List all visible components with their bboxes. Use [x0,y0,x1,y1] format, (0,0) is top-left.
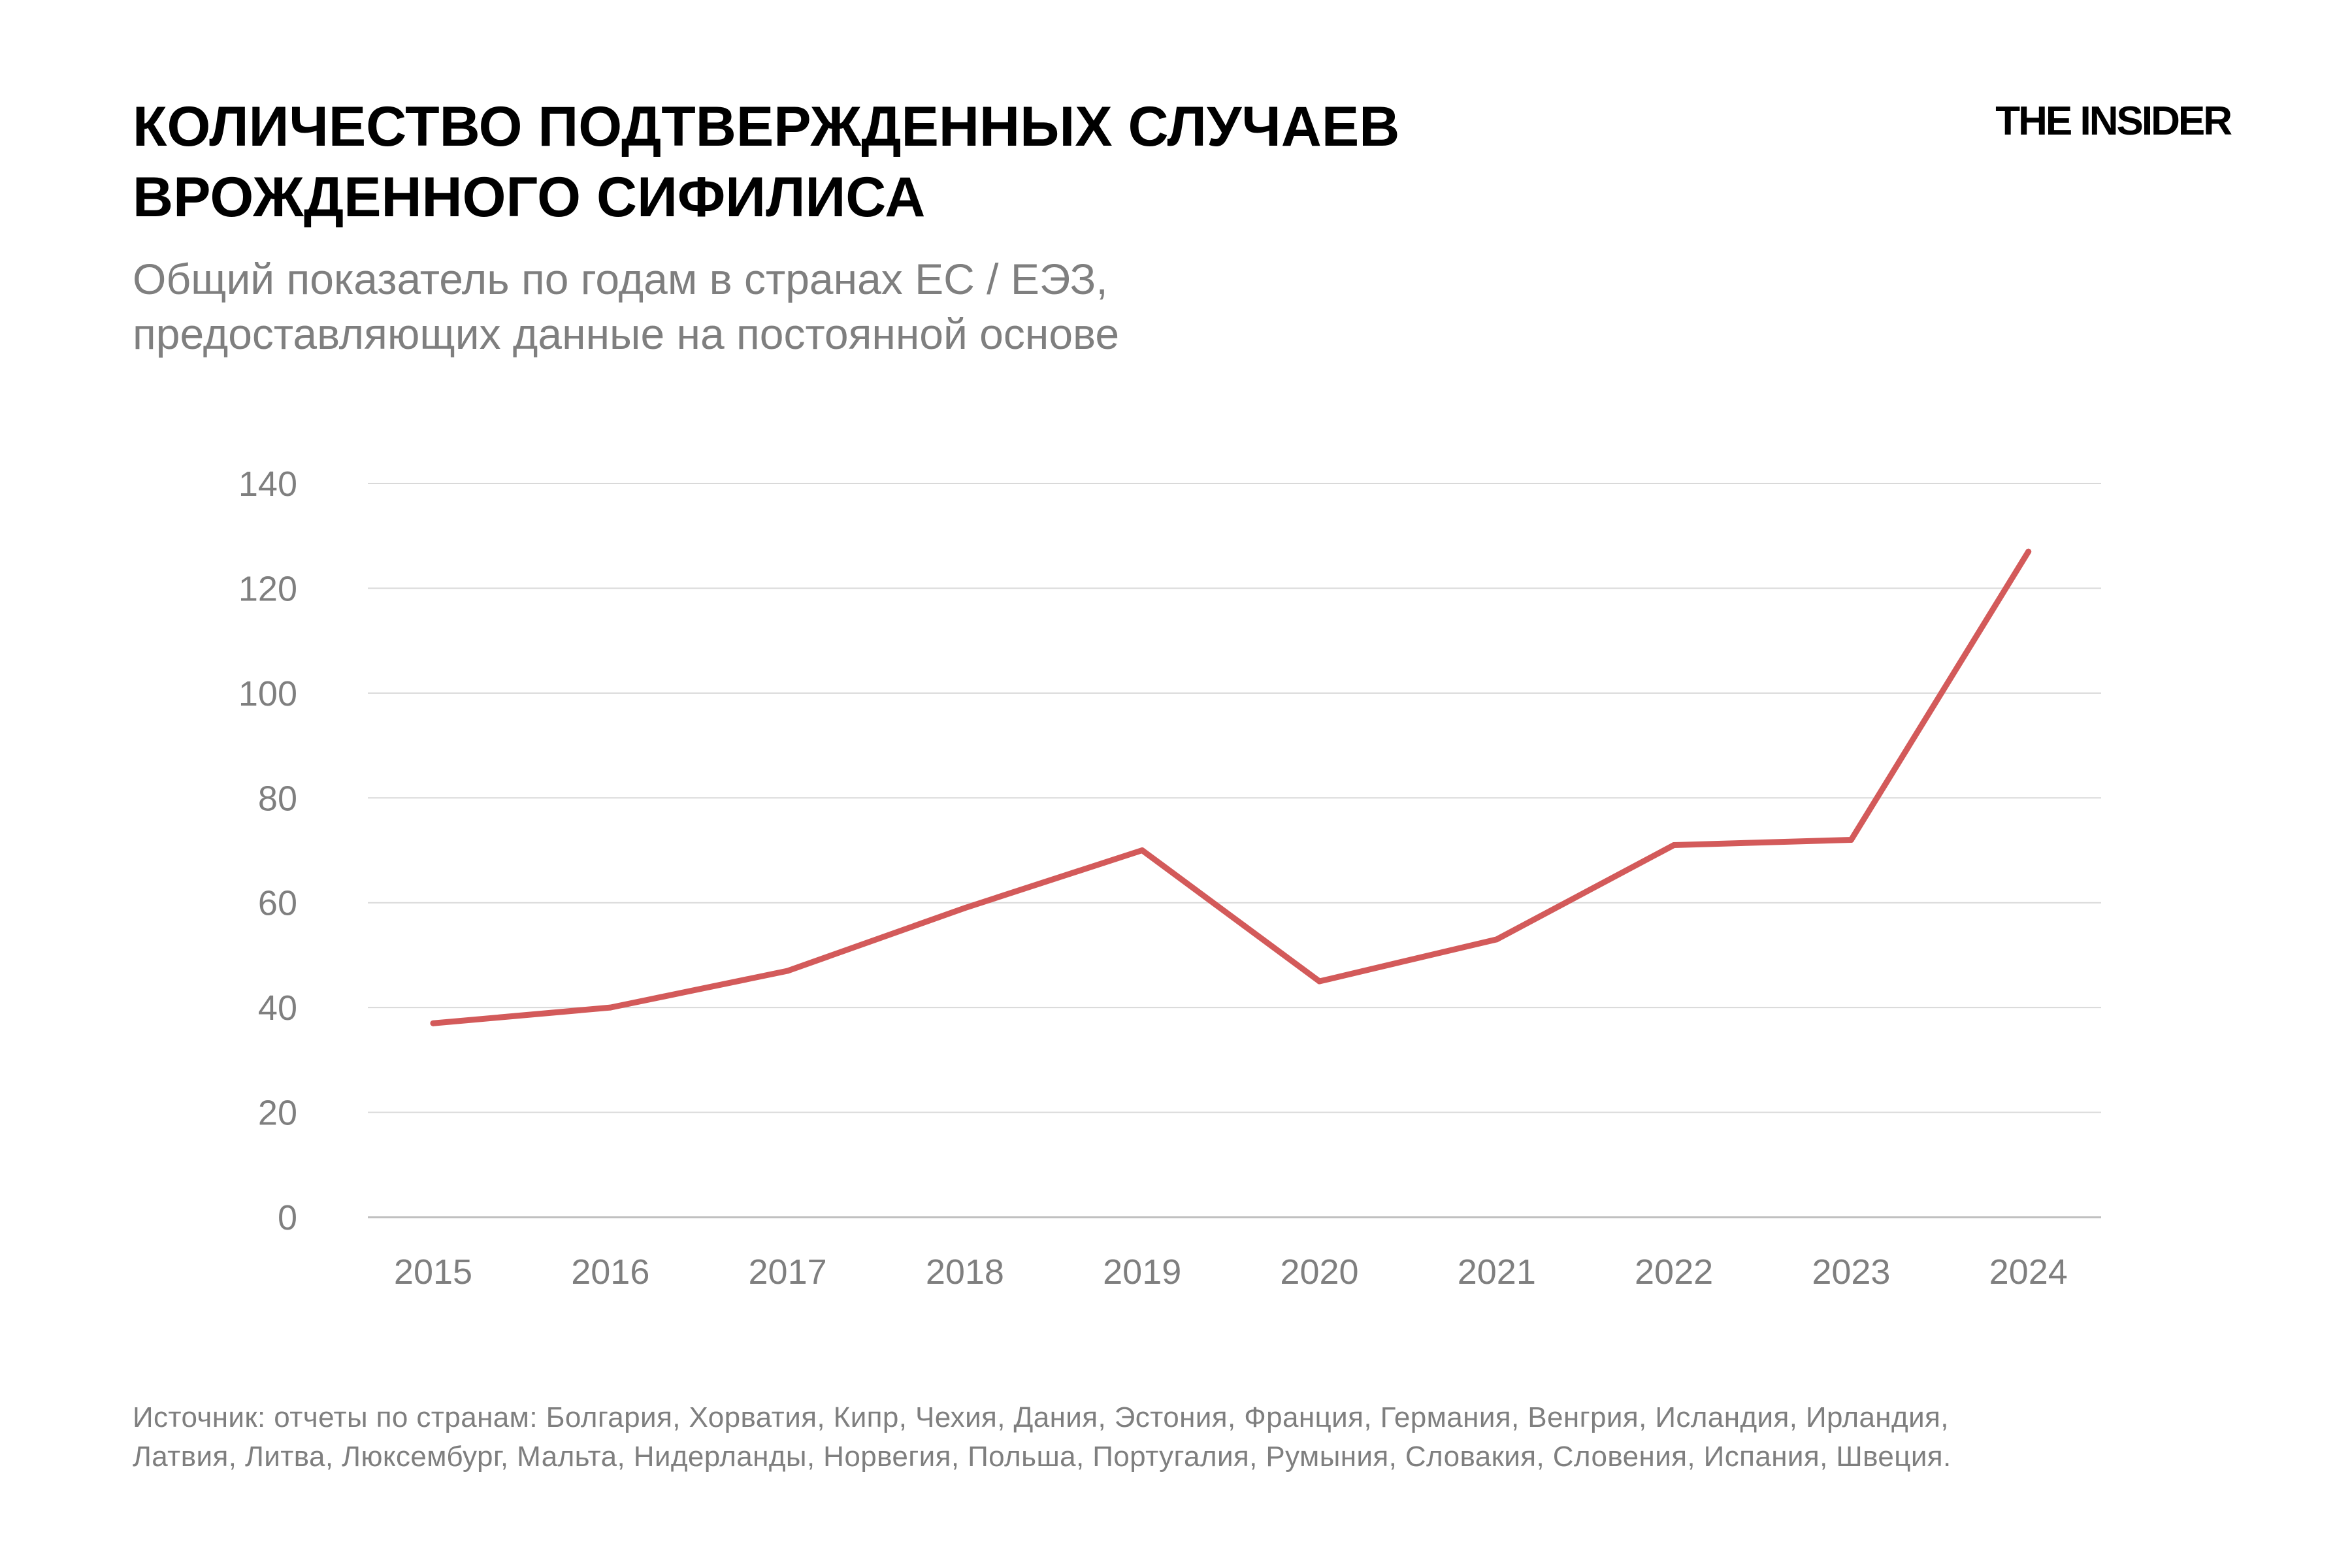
y-tick-label: 20 [258,1094,297,1133]
data-point-2019 [1139,847,1145,853]
data-point-2023 [1848,836,1854,843]
series-line-0 [430,548,2032,1026]
y-tick-label: 140 [238,465,297,504]
data-point-2020 [1316,978,1322,985]
y-tick-label: 120 [238,569,297,608]
the-insider-logo: THE INSIDER [1995,99,2232,144]
x-tick-label: 2019 [1103,1252,1181,1292]
source-note-line-2: Латвия, Литва, Люксембург, Мальта, Нидер… [133,1441,1952,1473]
data-point-2017 [785,968,791,974]
chart-subtitle-line-2: предоставляющих данные на постоянной осн… [133,310,1120,358]
y-tick-label: 100 [238,674,297,713]
x-tick-label: 2015 [394,1252,472,1292]
data-point-2016 [607,1004,613,1011]
x-tick-label: 2020 [1280,1252,1358,1292]
source-note: Источник: отчеты по странам: Болгария, Х… [133,1398,2249,1477]
y-tick-label: 60 [258,884,297,923]
x-tick-labels: 2015 2016 2017 2018 2019 2020 2021 2022 2023 2024 [394,1252,2068,1292]
y-tick-labels: 0 20 40 60 80 100 120 140 [238,465,297,1237]
x-tick-label: 2018 [926,1252,1004,1292]
chart-subtitle: Общий показатель по годам в странах ЕС /… [133,252,1766,361]
x-tick-label: 2024 [1989,1252,2068,1292]
data-point-2021 [1494,936,1500,943]
x-tick-label: 2023 [1812,1252,1890,1292]
y-tick-label: 0 [278,1198,297,1237]
data-point-2022 [1671,841,1677,848]
x-tick-label: 2021 [1458,1252,1536,1292]
chart-title-line-1: КОЛИЧЕСТВО ПОДТВЕРЖДЕННЫХ СЛУЧАЕВ [133,95,1400,158]
chart-title: КОЛИЧЕСТВО ПОДТВЕРЖДЕННЫХ СЛУЧАЕВ ВРОЖДЕ… [133,91,1766,233]
data-point-2015 [430,1020,436,1026]
y-tick-label: 80 [258,779,297,818]
y-tick-label: 40 [258,988,297,1028]
chart-subtitle-line-1: Общий показатель по годам в странах ЕС /… [133,255,1108,303]
x-tick-label: 2022 [1635,1252,1713,1292]
series [430,548,2032,1026]
chart-title-line-2: ВРОЖДЕННОГО СИФИЛИСА [133,166,926,229]
source-note-line-1: Источник: отчеты по странам: Болгария, Х… [133,1401,1949,1433]
data-point-2024 [2025,548,2032,555]
x-tick-label: 2017 [749,1252,827,1292]
gridlines [368,483,2101,1113]
x-tick-label: 2016 [571,1252,649,1292]
data-point-2018 [962,905,968,911]
